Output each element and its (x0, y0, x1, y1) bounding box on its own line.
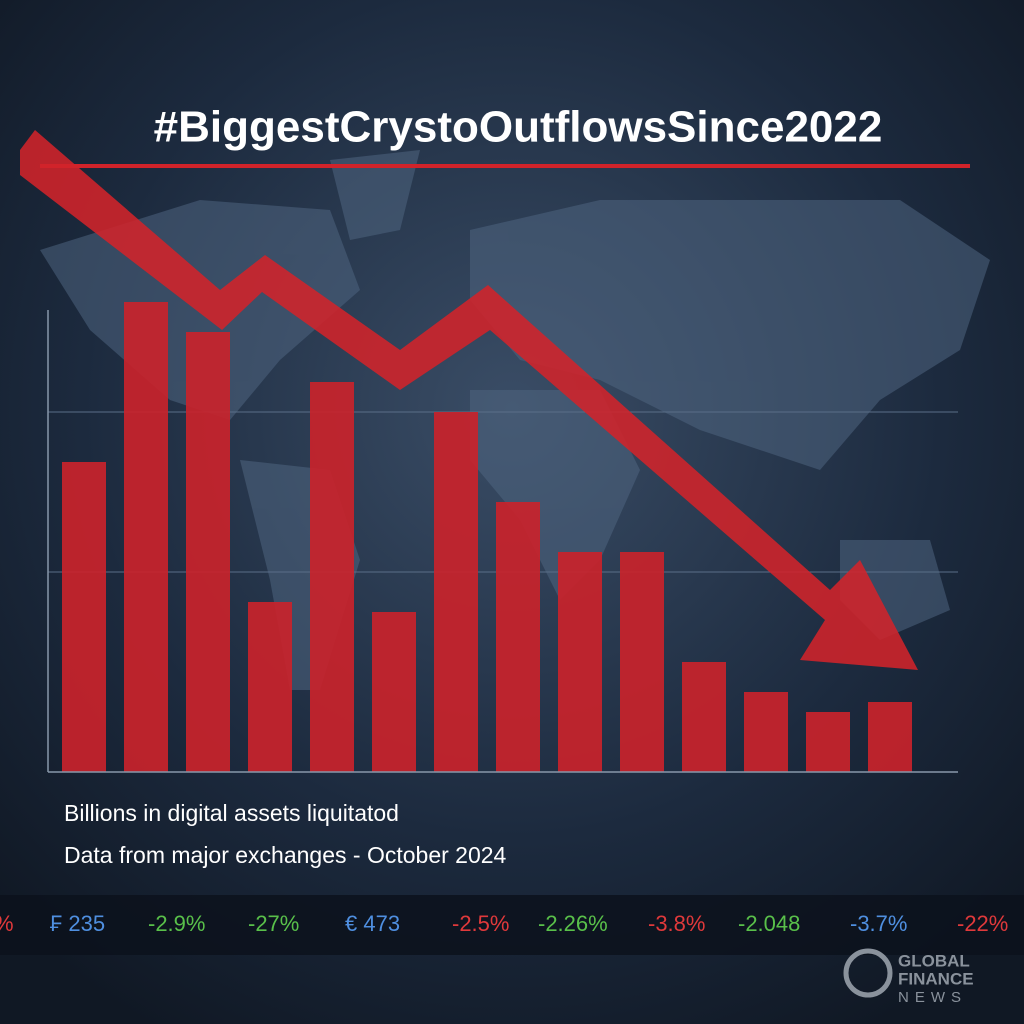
bar (558, 552, 602, 772)
ticker-item: -2.048 (738, 911, 800, 936)
ticker-item: -22% (957, 911, 1008, 936)
bar (868, 702, 912, 772)
bar (62, 462, 106, 772)
ticker-item: -27% (248, 911, 299, 936)
bar (620, 552, 664, 772)
bar (744, 692, 788, 772)
ticker-item: -2.5% (452, 911, 509, 936)
ticker-band (0, 895, 1024, 955)
subtitle: Billions in digital assets liquitatod (64, 800, 399, 826)
bar (682, 662, 726, 772)
bar (372, 612, 416, 772)
bar (434, 412, 478, 772)
bar (248, 602, 292, 772)
subtitle: Data from major exchanges - October 2024 (64, 842, 507, 868)
ticker-item: -2.9% (148, 911, 205, 936)
ticker-item: € 473 (345, 911, 400, 936)
ticker-item: -3.8% (648, 911, 705, 936)
bar (124, 302, 168, 772)
logo-text: GLOBAL (898, 951, 970, 970)
chart-title: #BiggestCrystoOutflowsSince2022 (154, 103, 883, 152)
logo-text: NEWS (898, 989, 967, 1006)
bar (806, 712, 850, 772)
ticker-item: ₣ 235 (50, 911, 105, 936)
bar (496, 502, 540, 772)
ticker-item: -3.7% (850, 911, 907, 936)
logo-text: FINANCE (898, 969, 974, 988)
bar (186, 332, 230, 772)
ticker-item: % (0, 911, 14, 936)
logo-icon (843, 948, 893, 998)
bar (310, 382, 354, 772)
ticker-item: -2.26% (538, 911, 608, 936)
trend-arrow (20, 130, 918, 670)
